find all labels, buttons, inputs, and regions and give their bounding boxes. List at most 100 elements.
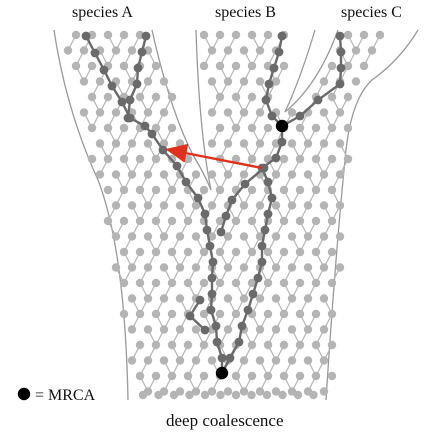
individual-90 xyxy=(167,123,177,133)
individual-64 xyxy=(231,92,241,102)
individual-273 xyxy=(279,309,289,319)
lineage-node-2-13 xyxy=(260,225,270,235)
individual-180 xyxy=(151,216,161,226)
individual-184 xyxy=(215,216,225,226)
individual-323 xyxy=(247,371,257,381)
individual-243 xyxy=(231,278,241,288)
individual-106 xyxy=(207,139,217,148)
individual-147 xyxy=(103,185,113,195)
individual-173 xyxy=(287,201,297,210)
ancestral-individual-6 xyxy=(231,390,241,400)
individual-96 xyxy=(295,123,305,133)
individual-163 xyxy=(127,201,137,210)
individual-222 xyxy=(127,263,137,272)
individual-71 xyxy=(95,108,105,117)
individual-128 xyxy=(311,154,321,164)
individual-8 xyxy=(247,30,257,40)
individual-280 xyxy=(175,325,185,334)
individual-247 xyxy=(295,278,305,288)
individual-29 xyxy=(87,61,97,71)
individual-214 xyxy=(231,247,241,257)
individual-228 xyxy=(223,263,233,272)
individual-272 xyxy=(263,309,273,319)
individual-199 xyxy=(223,232,233,241)
individual-159 xyxy=(295,185,305,195)
individual-246 xyxy=(279,278,289,288)
individual-264 xyxy=(135,309,145,319)
lineage-node-2-4 xyxy=(261,95,271,105)
lineage-node-2-0 xyxy=(277,31,287,41)
lineage-node-0-4 xyxy=(117,97,127,107)
individual-85 xyxy=(87,123,97,133)
ancestral-individual-8 xyxy=(262,390,272,400)
individual-232 xyxy=(287,263,297,272)
individual-44 xyxy=(95,77,105,86)
individual-52 xyxy=(255,77,265,86)
individual-186 xyxy=(247,216,257,226)
individual-274 xyxy=(295,309,305,319)
individual-22 xyxy=(239,46,249,55)
individual-58 xyxy=(103,92,113,102)
individual-145 xyxy=(319,170,329,179)
individual-131 xyxy=(95,170,105,179)
lineage-node-1-0 xyxy=(141,31,151,41)
ancestral-individual-11 xyxy=(309,390,318,400)
individual-84 xyxy=(335,108,345,117)
lineage-node-0-1 xyxy=(90,48,100,58)
individual-91 xyxy=(215,123,225,133)
lineage-node-5-0 xyxy=(195,295,205,305)
individual-130 xyxy=(343,154,353,164)
individual-212 xyxy=(199,247,209,257)
individual-197 xyxy=(191,232,201,241)
individual-69 xyxy=(343,92,353,102)
individual-138 xyxy=(207,170,217,179)
individual-170 xyxy=(239,201,249,210)
individual-127 xyxy=(295,154,305,164)
individual-2 xyxy=(103,30,113,40)
individual-171 xyxy=(255,201,265,210)
individual-60 xyxy=(135,92,145,102)
individual-201 xyxy=(255,232,265,241)
individual-317 xyxy=(151,371,161,381)
individual-207 xyxy=(119,247,129,257)
lineage-node-0-14 xyxy=(205,241,215,251)
individual-313 xyxy=(287,356,297,365)
individual-137 xyxy=(191,170,201,179)
individual-168 xyxy=(207,201,217,210)
gene-lineage-nodes xyxy=(81,31,346,378)
individual-276 xyxy=(327,309,337,319)
lineage-node-1-1 xyxy=(137,47,147,57)
individual-86 xyxy=(103,123,113,133)
individual-218 xyxy=(295,247,305,257)
species-b-label: species B xyxy=(215,4,276,21)
lineage-node-0-2 xyxy=(99,65,109,75)
lineage-node-1-3 xyxy=(132,79,142,89)
individual-249 xyxy=(327,278,337,288)
individual-26 xyxy=(351,46,361,55)
individual-31 xyxy=(119,61,129,71)
lineage-node-4-2 xyxy=(227,195,237,205)
individual-314 xyxy=(303,356,313,365)
mrca-node-root xyxy=(215,366,229,380)
individual-238 xyxy=(151,278,161,288)
individual-87 xyxy=(119,123,129,133)
individual-41 xyxy=(343,61,353,71)
individual-34 xyxy=(199,61,209,71)
lineage-node-0-15 xyxy=(208,257,218,267)
individual-316 xyxy=(135,371,145,381)
legend-mrca-dot xyxy=(17,387,31,401)
individual-189 xyxy=(295,216,305,226)
lineage-node-3-3 xyxy=(335,79,345,89)
lineage-node-1-5 xyxy=(123,113,133,123)
individual-233 xyxy=(303,263,313,272)
individual-161 xyxy=(327,185,337,195)
individual-185 xyxy=(231,216,241,226)
individual-310 xyxy=(239,356,249,365)
lineage-node-0-6 xyxy=(140,121,150,131)
individual-277 xyxy=(127,325,137,334)
individual-192 xyxy=(111,232,121,241)
lineage-node-3-0 xyxy=(335,31,345,41)
individual-124 xyxy=(247,154,257,164)
individual-196 xyxy=(175,232,185,241)
lineage-node-2-1 xyxy=(274,47,284,57)
